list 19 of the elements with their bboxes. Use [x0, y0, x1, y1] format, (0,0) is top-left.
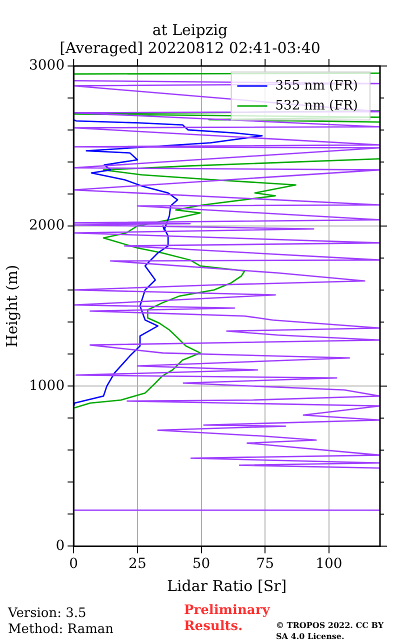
x-tick-label: 75 [256, 556, 274, 572]
y-tick-label: 1000 [28, 378, 65, 394]
x-axis-title: Lidar Ratio [Sr] [167, 576, 287, 595]
legend-label: 532 nm (FR) [275, 98, 358, 114]
y-axis-title: Height (m) [2, 264, 21, 348]
x-tick-label: 50 [192, 556, 210, 572]
x-tick-label: 25 [128, 556, 146, 572]
y-tick-label: 3000 [28, 58, 65, 74]
chart-title: at Leipzig [152, 20, 228, 39]
text: Version: 3.5 [8, 606, 86, 621]
text: Preliminary Results. [184, 603, 270, 634]
x-tick-label: 0 [69, 556, 78, 572]
legend-label: 355 nm (FR) [275, 78, 358, 94]
x-tick-label: 100 [316, 556, 342, 572]
y-tick-label: 0 [56, 538, 65, 554]
chart-subtitle: [Averaged] 20220812 02:41-03:40 [60, 38, 320, 57]
text: Method: Raman [8, 622, 114, 637]
text: © TROPOS 2022. CC BY SA 4.0 License. [276, 620, 385, 640]
y-tick-label: 2000 [28, 218, 65, 234]
